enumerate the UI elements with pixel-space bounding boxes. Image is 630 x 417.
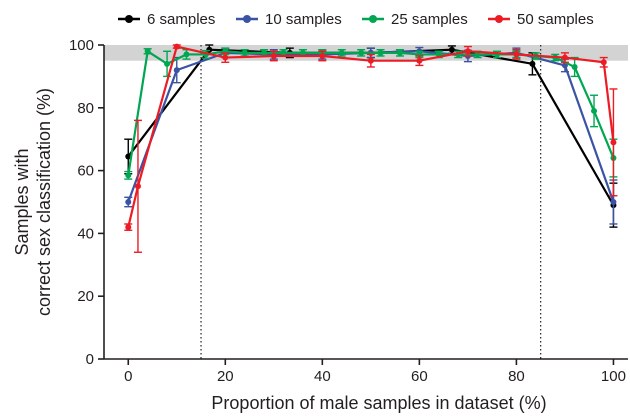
y-tick-label: 0	[86, 351, 94, 368]
data-point	[591, 107, 598, 114]
x-tick-label: 80	[508, 368, 525, 385]
x-tick-label: 40	[314, 368, 331, 385]
legend-label: 50 samples	[517, 11, 594, 28]
y-axis-title-line-2: correct sex classification (%)	[34, 88, 54, 316]
y-axis-title-line-1: Samples with	[12, 148, 32, 255]
x-tick-label: 0	[124, 368, 132, 385]
y-tick-label: 60	[77, 163, 94, 180]
data-point	[164, 60, 171, 67]
data-point	[610, 139, 617, 146]
axes	[103, 45, 628, 360]
data-point	[338, 49, 345, 56]
data-point	[571, 63, 578, 70]
data-point	[600, 59, 607, 66]
x-tick-label: 20	[217, 368, 234, 385]
data-point	[448, 46, 455, 53]
data-point	[396, 49, 403, 56]
data-point	[319, 52, 326, 59]
data-point	[529, 60, 536, 67]
legend-swatch-marker	[243, 15, 251, 23]
series-1	[124, 44, 618, 228]
series-2	[124, 46, 618, 225]
data-point	[610, 199, 617, 205]
legend-item-2: 10 samples	[236, 11, 342, 28]
data-point	[183, 51, 190, 58]
data-point	[125, 153, 132, 160]
legend-item-3: 25 samples	[362, 11, 468, 28]
y-tick-label: 20	[77, 288, 94, 305]
data-point	[561, 54, 568, 61]
legend-label: 6 samples	[147, 11, 215, 28]
reference-lines-layer	[200, 45, 542, 359]
data-point	[173, 67, 180, 74]
data-point	[125, 224, 132, 231]
data-point	[134, 183, 141, 190]
ticks: 0 20 40 60 80 100 0 20 40 60 80 100	[69, 37, 626, 385]
data-point	[125, 172, 132, 179]
data-point	[464, 48, 471, 55]
data-point	[241, 49, 248, 56]
data-point	[261, 49, 268, 56]
y-tick-label: 80	[77, 100, 94, 117]
x-tick-label: 60	[411, 368, 428, 385]
legend: 6 samples 10 samples 25 samples 50 samples	[118, 11, 594, 28]
legend-item-1: 6 samples	[118, 11, 215, 28]
data-point	[222, 54, 229, 61]
legend-item-4: 50 samples	[488, 11, 594, 28]
data-point	[280, 49, 287, 56]
data-point	[270, 52, 277, 59]
data-point	[144, 48, 151, 55]
data-point	[367, 57, 374, 64]
legend-label: 10 samples	[265, 11, 342, 28]
legend-swatch-marker	[495, 15, 503, 23]
x-tick-label: 100	[601, 368, 626, 385]
data-point	[377, 49, 384, 56]
legend-swatch-marker	[125, 15, 133, 23]
legend-swatch-marker	[369, 15, 377, 23]
series-layer	[124, 43, 618, 253]
legend-label: 25 samples	[391, 11, 468, 28]
series-3	[124, 47, 618, 180]
data-point	[416, 57, 423, 64]
data-point	[173, 43, 180, 50]
x-axis-title: Proportion of male samples in dataset (%…	[211, 393, 546, 413]
y-tick-label: 40	[77, 225, 94, 242]
data-point	[513, 51, 520, 58]
series-4	[124, 43, 618, 253]
data-point	[358, 49, 365, 56]
data-point	[299, 49, 306, 56]
y-tick-label: 100	[69, 37, 94, 54]
data-point	[125, 199, 132, 205]
